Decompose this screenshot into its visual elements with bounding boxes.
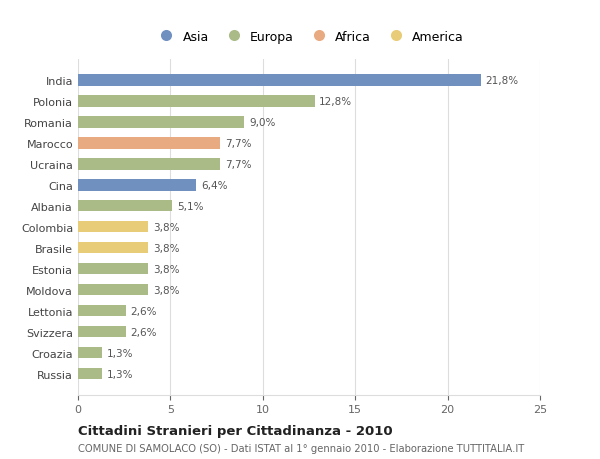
Bar [78, 347, 102, 358]
Bar [78, 263, 148, 275]
Bar [78, 305, 126, 317]
Text: 7,7%: 7,7% [225, 159, 251, 169]
Text: 21,8%: 21,8% [485, 76, 518, 86]
Bar [78, 75, 481, 86]
Text: 5,1%: 5,1% [177, 202, 203, 211]
Text: 2,6%: 2,6% [131, 327, 157, 337]
Bar [78, 159, 220, 170]
Text: 3,8%: 3,8% [153, 264, 179, 274]
Text: 2,6%: 2,6% [131, 306, 157, 316]
Bar [78, 201, 172, 212]
Bar [78, 117, 244, 128]
Text: 12,8%: 12,8% [319, 96, 352, 106]
Bar [78, 284, 148, 296]
Text: Cittadini Stranieri per Cittadinanza - 2010: Cittadini Stranieri per Cittadinanza - 2… [78, 424, 392, 437]
Bar [78, 368, 102, 380]
Text: 3,8%: 3,8% [153, 222, 179, 232]
Legend: Asia, Europa, Africa, America: Asia, Europa, Africa, America [149, 26, 469, 49]
Bar [78, 138, 220, 149]
Bar [78, 221, 148, 233]
Bar [78, 242, 148, 254]
Bar [78, 96, 314, 107]
Text: 1,3%: 1,3% [107, 348, 133, 358]
Text: 3,8%: 3,8% [153, 243, 179, 253]
Text: 1,3%: 1,3% [107, 369, 133, 379]
Bar [78, 179, 196, 191]
Text: 6,4%: 6,4% [201, 180, 227, 190]
Text: COMUNE DI SAMOLACO (SO) - Dati ISTAT al 1° gennaio 2010 - Elaborazione TUTTITALI: COMUNE DI SAMOLACO (SO) - Dati ISTAT al … [78, 443, 524, 453]
Text: 3,8%: 3,8% [153, 285, 179, 295]
Text: 9,0%: 9,0% [249, 118, 275, 128]
Bar [78, 326, 126, 338]
Text: 7,7%: 7,7% [225, 139, 251, 148]
